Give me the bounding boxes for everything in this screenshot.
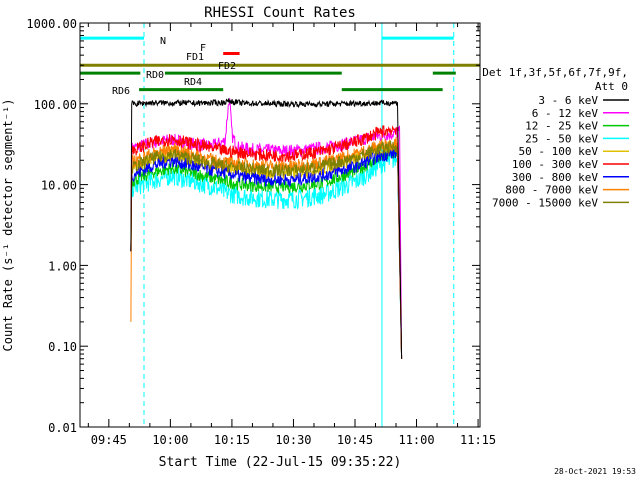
y-tick-label: 10.00 xyxy=(41,179,77,193)
legend-header-line-2: Att 0 xyxy=(595,80,628,93)
legend-header-line-1: Det 1f,3f,5f,6f,7f,9f, xyxy=(482,66,628,79)
interval-label-rd0: RD0 xyxy=(146,70,164,81)
vertical-markers xyxy=(79,23,455,427)
x-tick-label: 11:15 xyxy=(460,433,496,447)
interval-label-f: F xyxy=(200,43,206,54)
legend-label: 800 - 7000 keV xyxy=(505,184,598,197)
data-series xyxy=(130,98,403,359)
x-axis: 09:45 10:00 10:15 10:30 10:45 11:00 11:15 xyxy=(87,23,496,447)
legend-label: 50 - 100 keV xyxy=(519,145,599,158)
y-tick-label: 1000.00 xyxy=(26,17,77,31)
interval-label-fd1: FD1 xyxy=(186,52,204,63)
legend-label: 12 - 25 keV xyxy=(525,120,598,133)
legend-label: 3 - 6 keV xyxy=(538,94,598,107)
x-tick-label: 10:15 xyxy=(214,433,250,447)
interval-label-n: N xyxy=(160,36,166,47)
x-tick-label: 10:45 xyxy=(337,433,373,447)
plot-frame xyxy=(79,22,481,428)
legend-label: 300 - 800 keV xyxy=(512,171,598,184)
legend-label: 25 - 50 keV xyxy=(525,132,598,145)
timestamp: 28-Oct-2021 19:53 xyxy=(554,467,636,476)
interval-label-fd2: FD2 xyxy=(218,61,236,72)
series-line-3-6-keV xyxy=(130,98,403,359)
x-tick-label: 11:00 xyxy=(398,433,434,447)
x-axis-label: Start Time (22-Jul-15 09:35:22) xyxy=(159,455,402,470)
y-axis: 1000.00 100.00 10.00 1.00 0.10 0.01 xyxy=(26,17,480,435)
x-tick-label: 09:45 xyxy=(91,433,127,447)
series-line-100-300-keV xyxy=(130,124,403,359)
x-tick-label: 10:30 xyxy=(275,433,311,447)
y-tick-label: 100.00 xyxy=(34,98,77,112)
chart-title: RHESSI Count Rates xyxy=(204,5,356,21)
legend-label: 7000 - 15000 keV xyxy=(492,196,598,209)
y-tick-label: 1.00 xyxy=(48,259,77,273)
series-line-7000-15000-keV xyxy=(130,139,403,359)
legend-label: 6 - 12 keV xyxy=(532,107,599,120)
interval-label-rd4: RD4 xyxy=(184,77,202,88)
legend-label: 100 - 300 keV xyxy=(512,158,598,171)
y-axis-label: Count Rate (s⁻¹ detector segment⁻¹) xyxy=(1,99,15,352)
x-tick-label: 10:00 xyxy=(152,433,188,447)
y-tick-label: 0.10 xyxy=(48,340,77,354)
interval-label-rd6: RD6 xyxy=(112,86,130,97)
y-tick-label: 0.01 xyxy=(48,421,77,435)
